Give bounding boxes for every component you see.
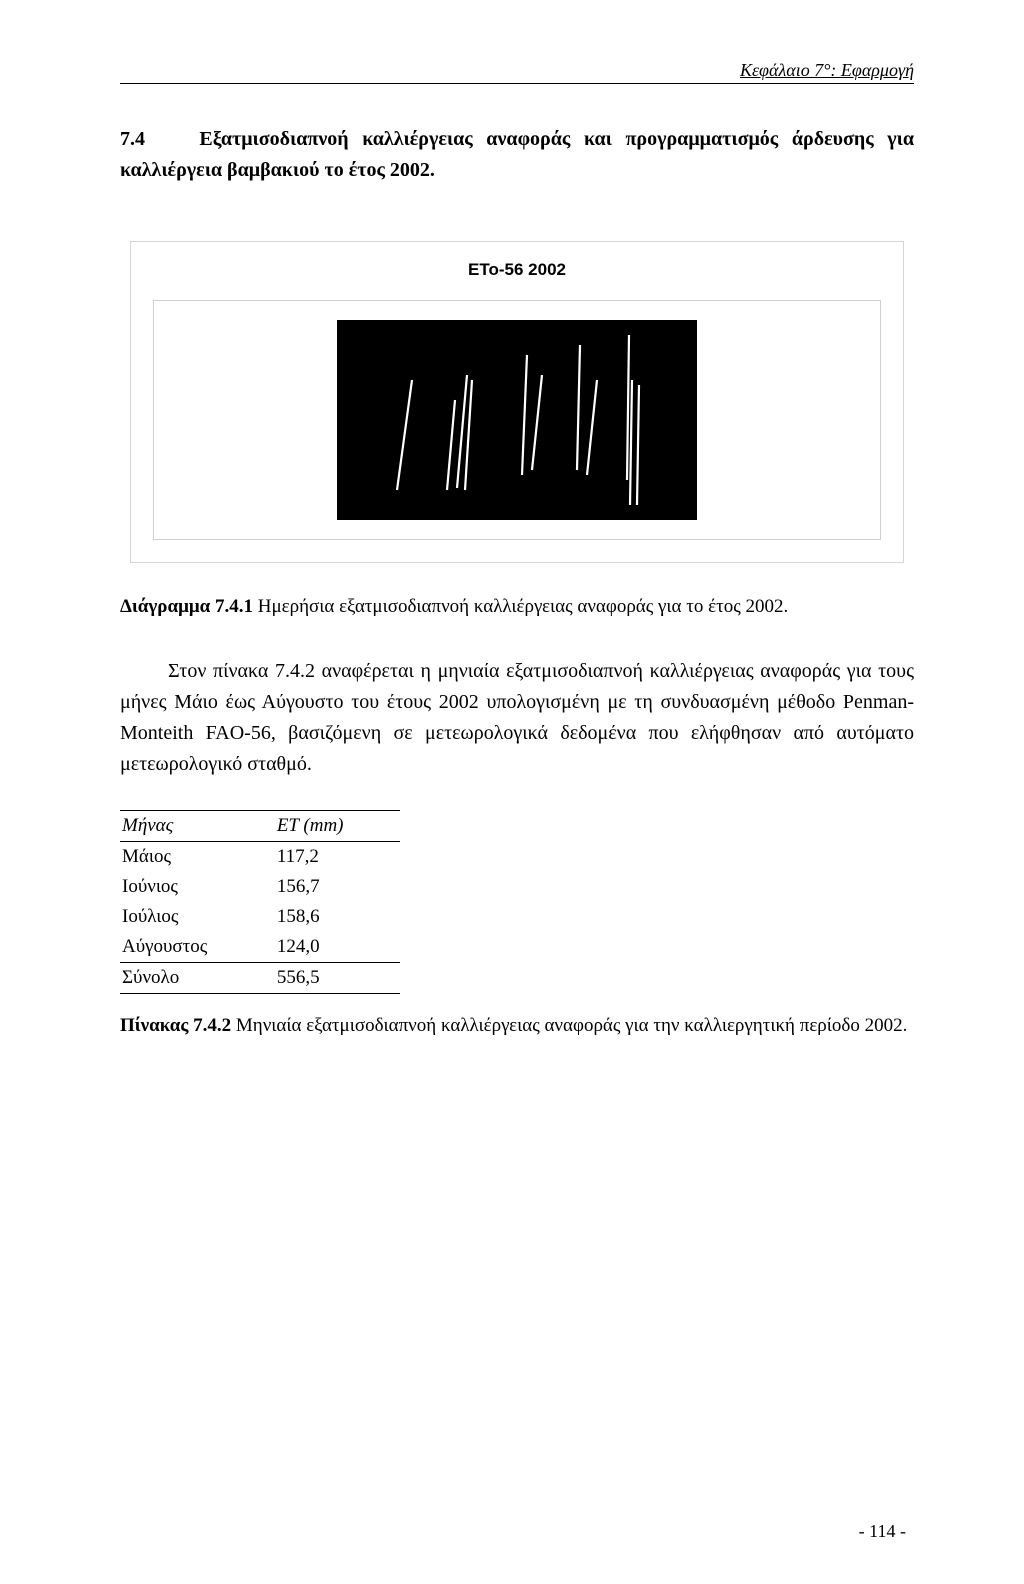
table-caption-label: Πίνακας 7.4.2 — [120, 1015, 231, 1036]
figure-container: ΕΤο-56 2002 — [130, 241, 904, 563]
table-cell-value: 117,2 — [275, 841, 400, 872]
table-row: Ιούνιος 156,7 — [120, 872, 400, 902]
table-cell-month: Ιούνιος — [120, 872, 275, 902]
section-number: 7.4 — [120, 128, 145, 150]
chart-svg — [337, 320, 697, 520]
figure-title: ΕΤο-56 2002 — [153, 260, 881, 280]
table-cell-month: Αύγουστος — [120, 932, 275, 963]
page-number: - 114 - — [859, 1521, 906, 1542]
section-title: Εξατμισοδιαπνοή καλλιέργειας αναφοράς κα… — [120, 128, 914, 181]
table-cell-month: Μάιος — [120, 841, 275, 872]
figure-caption-text: Ημερήσια εξατμισοδιαπνοή καλλιέργειας αν… — [258, 596, 789, 617]
table-cell-month: Ιούλιος — [120, 902, 275, 932]
table-total-value: 556,5 — [275, 962, 400, 993]
table-row: Ιούλιος 158,6 — [120, 902, 400, 932]
table-header-row: Μήνας ΕΤ (mm) — [120, 810, 400, 841]
table-cell-value: 156,7 — [275, 872, 400, 902]
figure-caption: Διάγραμμα 7.4.1 Ημερήσια εξατμισοδιαπνοή… — [120, 593, 914, 622]
table-row: Αύγουστος 124,0 — [120, 932, 400, 963]
section-heading: 7.4 Εξατμισοδιαπνοή καλλιέργειας αναφορά… — [120, 124, 914, 186]
body-paragraph: Στον πίνακα 7.4.2 αναφέρεται η μηνιαία ε… — [120, 656, 914, 780]
table-cell-value: 158,6 — [275, 902, 400, 932]
figure-caption-label: Διάγραμμα 7.4.1 — [120, 596, 253, 617]
table-row: Μάιος 117,2 — [120, 841, 400, 872]
data-table: Μήνας ΕΤ (mm) Μάιος 117,2 Ιούνιος 156,7 … — [120, 810, 400, 994]
table-total-label: Σύνολο — [120, 962, 275, 993]
table-caption: Πίνακας 7.4.2 Μηνιαία εξατμισοδιαπνοή κα… — [120, 1012, 914, 1041]
table-total-row: Σύνολο 556,5 — [120, 962, 400, 993]
running-header: Κεφάλαιο 7°: Εφαρμογή — [120, 60, 914, 83]
table-header-value: ΕΤ (mm) — [275, 810, 400, 841]
figure-plot — [153, 300, 881, 540]
table-cell-value: 124,0 — [275, 932, 400, 963]
data-table-wrap: Μήνας ΕΤ (mm) Μάιος 117,2 Ιούνιος 156,7 … — [120, 810, 400, 994]
table-caption-text: Μηνιαία εξατμισοδιαπνοή καλλιέργειας ανα… — [236, 1015, 907, 1036]
table-header-month: Μήνας — [120, 810, 275, 841]
